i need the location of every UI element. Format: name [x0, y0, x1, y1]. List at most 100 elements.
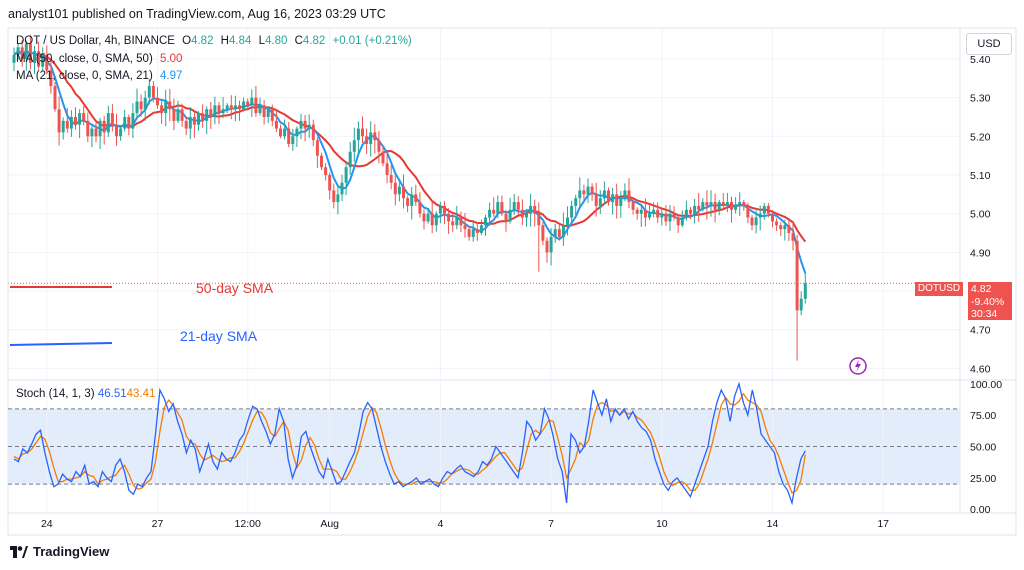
candle-body [730, 202, 733, 210]
candle-body [533, 205, 537, 214]
candle-body [385, 163, 389, 175]
candle-body [156, 97, 159, 106]
stoch-tick-label: 100.00 [970, 379, 1002, 391]
candle-body [525, 213, 528, 218]
price-tick-label: 5.40 [970, 54, 991, 66]
candle-body [242, 101, 246, 110]
candle-body [123, 116, 127, 129]
time-tick-label: 12:00 [235, 518, 261, 530]
candle-body [295, 128, 299, 137]
candle-body [139, 101, 143, 110]
symbol-legend: DOT / US Dollar, 4h, BINANCE O4.82 H4.84… [16, 35, 416, 47]
candle-body [434, 213, 438, 226]
candle-body [37, 51, 41, 67]
candle-body [635, 209, 639, 214]
currency-button[interactable]: USD [966, 33, 1012, 55]
candle-body [131, 113, 135, 129]
time-tick-label: 10 [656, 518, 668, 530]
candle-body [16, 47, 20, 56]
candle-body [643, 209, 647, 218]
candle-body [94, 128, 98, 137]
candle-body [147, 86, 151, 98]
ma50-legend[interactable]: MA (50, close, 0, SMA, 50) 5.00 [16, 53, 186, 65]
candle-body [463, 225, 467, 230]
price-axis[interactable]: 4.604.704.804.905.005.105.205.305.40 [970, 54, 991, 375]
candle-body [377, 140, 381, 152]
candle-body [734, 205, 738, 210]
outer-border [7, 27, 1017, 536]
candle-body [164, 101, 168, 114]
candle-body [672, 213, 676, 218]
candle-body [119, 128, 123, 137]
candle-body [328, 174, 332, 191]
candle-body [623, 190, 627, 199]
stoch-legend[interactable]: Stoch (14, 1, 3) 46.5143.41 [16, 388, 155, 400]
time-axis[interactable]: 24 27 12:00 Aug 4 7 10 14 17 [41, 518, 889, 530]
price-tag: 4.82 -9.40% 30:34 [968, 282, 1012, 320]
lightning-icon[interactable] [849, 357, 867, 375]
candle-body [53, 86, 57, 110]
candle-body [209, 109, 213, 117]
candle-body [701, 202, 705, 210]
candle-body [717, 202, 721, 210]
candle-body [336, 194, 340, 203]
candle-body [438, 205, 442, 214]
candle-body [33, 51, 36, 63]
stochastic-pane[interactable] [8, 380, 960, 513]
candle-body [488, 209, 492, 218]
tradingview-logo[interactable]: TradingView [10, 544, 109, 559]
candle-body [262, 105, 266, 117]
candle-body [529, 205, 533, 214]
symbol-line[interactable]: DOT / US Dollar, 4h, BINANCE [16, 35, 175, 47]
ma-polyline [13, 49, 807, 243]
price-tag-countdown: 30:34 [971, 308, 998, 320]
candle-body [430, 213, 434, 226]
candle-body [631, 202, 635, 210]
candle-body [69, 116, 73, 129]
stoch-k-value: 46.51 [97, 388, 127, 400]
candle-body [443, 205, 446, 214]
candle-body [508, 209, 512, 222]
candle-body [451, 221, 455, 226]
stoch-label: Stoch (14, 1, 3) [16, 388, 95, 400]
candle-body [750, 217, 754, 226]
price-tick-label: 5.10 [970, 170, 991, 182]
candles [12, 34, 807, 361]
price-tick-label: 5.00 [970, 209, 991, 221]
candle-body [664, 213, 668, 222]
candle-body [197, 113, 200, 125]
candle-body [86, 120, 90, 137]
ma21-legend[interactable]: MA (21, close, 0, SMA, 21) 4.97 [16, 70, 186, 82]
published-header: analyst101 published on TradingView.com,… [8, 7, 386, 21]
candle-body [221, 109, 225, 114]
sma50-annotation: 50-day SMA [196, 280, 274, 296]
candle-body [361, 128, 364, 137]
close-value: 4.82 [302, 35, 326, 47]
ma50-label: MA (50, close, 0, SMA, 50) [16, 53, 153, 65]
candle-body [61, 120, 65, 133]
candle-body [238, 105, 241, 110]
candle-body [426, 213, 430, 222]
candle-body [192, 116, 196, 125]
candle-body [12, 55, 16, 63]
time-tick-label: 7 [548, 518, 554, 530]
price-tick-label: 4.70 [970, 325, 991, 337]
candle-body [656, 209, 660, 218]
candle-body [799, 298, 803, 311]
candle-body [283, 128, 287, 137]
candle-body [287, 128, 291, 145]
candle-body [582, 190, 586, 195]
time-tick-label: 27 [152, 518, 164, 530]
candle-body [709, 202, 713, 206]
price-tag-change: -9.40% [971, 295, 1005, 308]
candle-body [475, 229, 479, 234]
candle-body [315, 140, 319, 156]
ma50-line [13, 49, 807, 243]
candle-body [516, 202, 520, 210]
candle-body [414, 194, 418, 203]
candle-body [49, 70, 53, 87]
candle-body [766, 205, 770, 214]
stoch-axis[interactable]: 0.00 25.00 50.00 75.00 100.00 [970, 379, 1002, 516]
price-pane[interactable] [8, 28, 960, 380]
candle-body [102, 120, 106, 133]
